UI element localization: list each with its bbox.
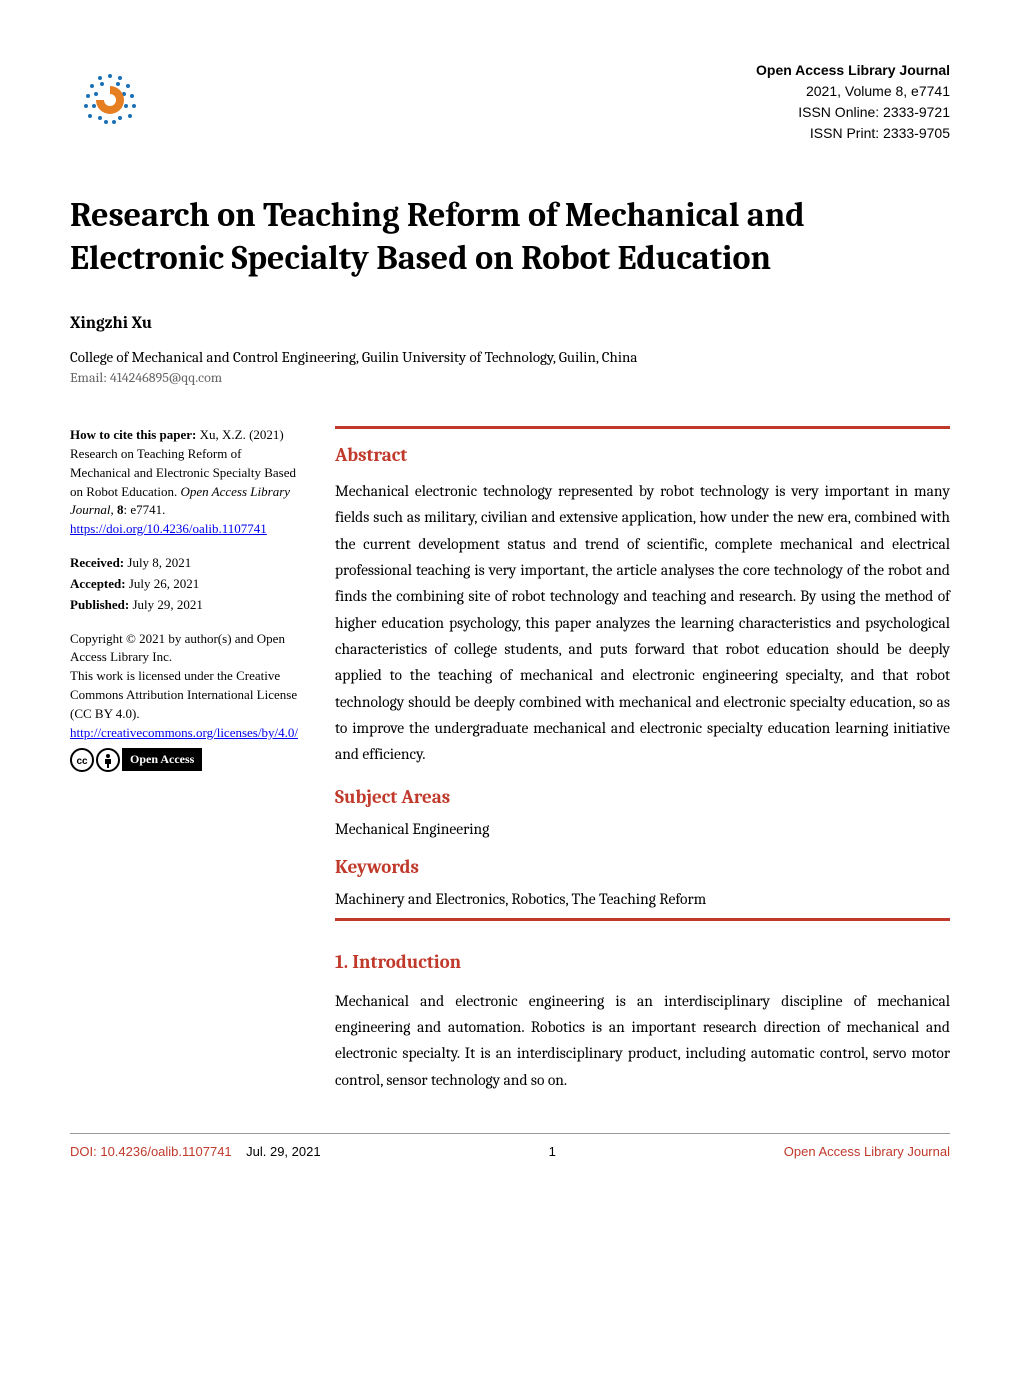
keywords-text: Machinery and Electronics, Robotics, The… [335, 890, 950, 908]
citation-block: How to cite this paper: Xu, X.Z. (2021) … [70, 426, 305, 520]
received-label: Received: [70, 555, 124, 570]
by-icon [96, 748, 120, 772]
cc-license-link[interactable]: http://creativecommons.org/licenses/by/4… [70, 725, 298, 740]
published-date: July 29, 2021 [129, 597, 203, 612]
section-divider [335, 918, 950, 921]
journal-logo [70, 60, 150, 140]
introduction-text: Mechanical and electronic engineering is… [335, 988, 950, 1093]
author-email: Email: 414246895@qq.com [70, 369, 950, 386]
subject-heading: Subject Areas [335, 786, 950, 808]
cc-icon: cc [70, 748, 94, 772]
open-access-label: Open Access [122, 748, 202, 771]
copyright-line-2: This work is licensed under the Creative… [70, 667, 305, 724]
paper-title: Research on Teaching Reform of Mechanica… [70, 194, 950, 279]
copyright-block: Copyright © 2021 by author(s) and Open A… [70, 630, 305, 772]
dates-block: Received: July 8, 2021 Accepted: July 26… [70, 554, 305, 615]
sidebar-column: How to cite this paper: Xu, X.Z. (2021) … [70, 426, 305, 1093]
content-columns: How to cite this paper: Xu, X.Z. (2021) … [70, 426, 950, 1093]
accepted-date: July 26, 2021 [126, 576, 200, 591]
cc-badge: cc Open Access [70, 748, 305, 772]
journal-name: Open Access Library Journal [756, 60, 950, 81]
svg-text:cc: cc [76, 756, 88, 767]
author-affiliation: College of Mechanical and Control Engine… [70, 348, 950, 366]
footer-doi[interactable]: DOI: 10.4236/oalib.1107741 [70, 1144, 232, 1159]
page-header: Open Access Library Journal 2021, Volume… [70, 60, 950, 144]
footer-page-number: 1 [549, 1144, 556, 1159]
abstract-heading: Abstract [335, 444, 950, 466]
journal-volume: 2021, Volume 8, e7741 [756, 81, 950, 102]
published-label: Published: [70, 597, 129, 612]
cite-text-3: : e7741. [123, 502, 165, 517]
author-name: Xingzhi Xu [70, 314, 950, 333]
footer-date: Jul. 29, 2021 [246, 1144, 320, 1159]
logo-icon [70, 60, 150, 140]
page-footer: DOI: 10.4236/oalib.1107741 Jul. 29, 2021… [70, 1133, 950, 1159]
introduction-heading: 1. Introduction [335, 951, 950, 973]
issn-print: ISSN Print: 2333-9705 [756, 123, 950, 144]
issn-online: ISSN Online: 2333-9721 [756, 102, 950, 123]
footer-journal-name: Open Access Library Journal [784, 1144, 950, 1159]
subject-text: Mechanical Engineering [335, 820, 950, 838]
abstract-text: Mechanical electronic technology represe… [335, 478, 950, 768]
received-date: July 8, 2021 [124, 555, 191, 570]
journal-info: Open Access Library Journal 2021, Volume… [756, 60, 950, 144]
cite-label: How to cite this paper: [70, 427, 196, 442]
copyright-line-1: Copyright © 2021 by author(s) and Open A… [70, 630, 305, 668]
accepted-label: Accepted: [70, 576, 126, 591]
doi-link[interactable]: https://doi.org/10.4236/oalib.1107741 [70, 521, 267, 536]
footer-left: DOI: 10.4236/oalib.1107741 Jul. 29, 2021 [70, 1144, 321, 1159]
keywords-heading: Keywords [335, 856, 950, 878]
main-column: Abstract Mechanical electronic technolog… [335, 426, 950, 1093]
